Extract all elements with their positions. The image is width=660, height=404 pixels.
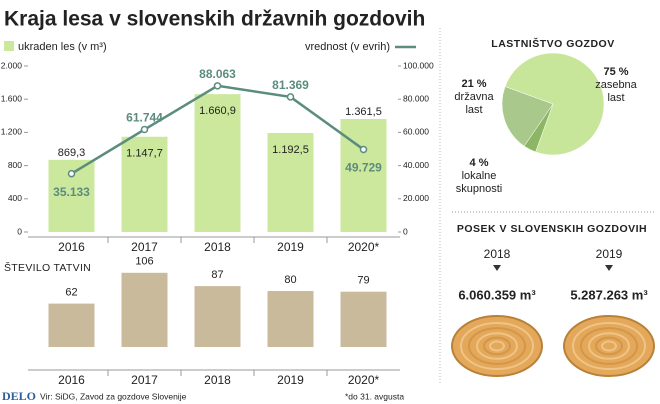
ring bbox=[483, 336, 511, 356]
chart-title: LASTNIŠTVO GOZDOV bbox=[491, 37, 614, 50]
bar bbox=[267, 291, 314, 347]
y2-tick-label: 20.000 bbox=[403, 193, 429, 203]
bar bbox=[340, 118, 387, 232]
y2-tick-label: 40.000 bbox=[403, 160, 429, 170]
x-tick-label: 2020* bbox=[348, 240, 380, 254]
pie-label: 75 % zasebna last bbox=[581, 66, 651, 105]
y-tick-label: 2.000 bbox=[1, 60, 23, 70]
bar-label: 1.660,9 bbox=[199, 105, 236, 117]
brand: DELO bbox=[2, 389, 36, 403]
ring bbox=[580, 327, 638, 365]
bar-label: 1.361,5 bbox=[345, 106, 382, 118]
bar-label: 869,3 bbox=[58, 147, 86, 159]
point bbox=[359, 145, 368, 154]
log bbox=[563, 315, 655, 377]
ring bbox=[572, 321, 646, 371]
x-tick-label: 2017 bbox=[131, 240, 158, 254]
y2-tick-label: 0 bbox=[403, 226, 408, 236]
pie-slice bbox=[504, 52, 605, 156]
y-tick-label: 400 bbox=[8, 193, 22, 203]
x-tick-label: 2016 bbox=[58, 240, 85, 254]
bar bbox=[194, 286, 241, 347]
pie-value: 4 % bbox=[469, 157, 489, 169]
point bbox=[286, 93, 295, 101]
y2-tick-label: 80.000 bbox=[403, 93, 429, 103]
legend-label: vrednost (v evrih) bbox=[305, 41, 390, 53]
x-tick-label: 2019 bbox=[277, 373, 304, 387]
bar-label: 1.147,7 bbox=[126, 148, 163, 160]
ring bbox=[460, 321, 534, 371]
y-tick-label: 0 bbox=[17, 226, 22, 236]
legend-swatch bbox=[4, 41, 14, 51]
year: 2018 bbox=[484, 247, 511, 261]
point bbox=[140, 125, 149, 134]
amount: 6.060.359 m³ bbox=[458, 287, 536, 302]
y2-tick-label: 100.000 bbox=[403, 60, 434, 70]
chart-title: ŠTEVILO TATVIN bbox=[4, 261, 91, 274]
bar bbox=[121, 272, 168, 347]
legend-label: ukraden les (v m³) bbox=[18, 41, 107, 53]
line-label: 35.133 bbox=[53, 185, 90, 199]
y-tick-label: 1.200 bbox=[1, 127, 23, 137]
note: *do 31. avgusta bbox=[345, 391, 404, 401]
log bbox=[451, 315, 543, 377]
amount: 5.287.263 m³ bbox=[570, 287, 648, 302]
bar-label: 1.192,5 bbox=[272, 144, 309, 156]
x-tick-label: 2017 bbox=[131, 373, 158, 387]
pie-slice bbox=[501, 86, 554, 147]
y-tick-label: 1.600 bbox=[1, 93, 23, 103]
ring bbox=[489, 340, 505, 352]
bar-label: 62 bbox=[65, 287, 77, 299]
section-title: POSEK V SLOVENSKIH GOZDOVIH bbox=[457, 223, 647, 235]
line-label: 49.729 bbox=[345, 161, 382, 175]
ring bbox=[588, 332, 630, 360]
ring bbox=[476, 332, 518, 360]
point bbox=[67, 169, 76, 178]
x-tick-label: 2016 bbox=[58, 373, 85, 387]
x-tick-label: 2018 bbox=[204, 240, 231, 254]
pie-label: 4 % lokalne skupnosti bbox=[444, 157, 514, 196]
ring bbox=[468, 327, 526, 365]
marker bbox=[493, 265, 501, 271]
bar bbox=[194, 94, 241, 233]
ring bbox=[595, 336, 623, 356]
line-label: 61.744 bbox=[126, 111, 163, 125]
bar bbox=[48, 303, 95, 347]
bar bbox=[121, 136, 168, 232]
pie-label: 21 % državna last bbox=[439, 78, 509, 117]
bar-label: 80 bbox=[284, 274, 296, 286]
bar bbox=[340, 291, 387, 347]
pie-value: 21 % bbox=[461, 78, 487, 90]
pie-value: 75 % bbox=[603, 66, 629, 78]
bar-label: 87 bbox=[211, 269, 223, 281]
bar bbox=[267, 133, 314, 232]
point bbox=[213, 82, 222, 90]
marker bbox=[605, 265, 613, 271]
y2-tick-label: 60.000 bbox=[403, 127, 429, 137]
line-label: 88.063 bbox=[199, 67, 236, 81]
x-tick-label: 2020* bbox=[348, 373, 380, 387]
x-tick-label: 2018 bbox=[204, 373, 231, 387]
pie-name: lokalne skupnosti bbox=[455, 170, 503, 195]
y-tick-label: 800 bbox=[8, 160, 22, 170]
ring bbox=[601, 340, 617, 352]
bar-label: 79 bbox=[357, 275, 369, 287]
pie-name: zasebna last bbox=[595, 79, 637, 104]
line-label: 81.369 bbox=[272, 78, 309, 92]
source: Vir: SiDG, Zavod za gozdove Slovenije bbox=[40, 391, 187, 401]
bar-label: 106 bbox=[135, 256, 153, 268]
x-tick-label: 2019 bbox=[277, 240, 304, 254]
year: 2019 bbox=[596, 247, 623, 261]
title: Kraja lesa v slovenskih državnih gozdovi… bbox=[4, 8, 425, 31]
pie-name: državna last bbox=[454, 91, 494, 116]
